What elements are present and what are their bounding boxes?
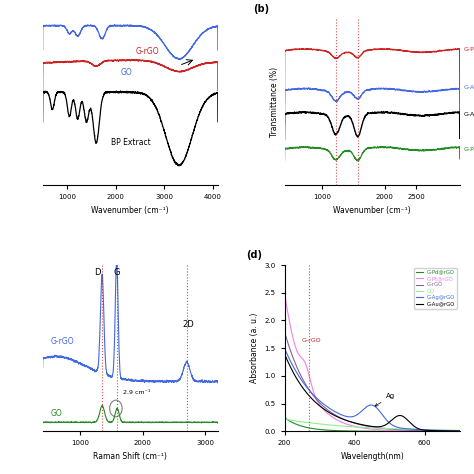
Text: G-Pt@rG: G-Pt@rG bbox=[464, 146, 474, 151]
G-Pd@rGO bbox=[376, 428, 382, 434]
G-Au@rGO bbox=[457, 428, 463, 434]
Line: G-Au@rGO: G-Au@rGO bbox=[284, 354, 460, 431]
G-Pd@rGO bbox=[282, 415, 287, 420]
GO bbox=[376, 425, 382, 431]
G-rGO bbox=[376, 425, 382, 431]
Line: GO: GO bbox=[284, 419, 460, 430]
G-Ag@rGO bbox=[453, 428, 458, 434]
G-Ag@rGO bbox=[376, 408, 382, 414]
G-Ag@rGO bbox=[365, 403, 371, 409]
GO bbox=[386, 426, 392, 431]
Text: G-Au@rG: G-Au@rG bbox=[464, 85, 474, 90]
X-axis label: Raman Shift (cm⁻¹): Raman Shift (cm⁻¹) bbox=[93, 452, 167, 461]
G-Au@rGO bbox=[386, 420, 392, 426]
G-Ag@rGO bbox=[457, 428, 463, 434]
Y-axis label: Transmittance (%): Transmittance (%) bbox=[270, 67, 279, 137]
GO bbox=[366, 425, 372, 430]
X-axis label: Wavenumber (cm⁻¹): Wavenumber (cm⁻¹) bbox=[91, 206, 169, 215]
G-Pt@rGO bbox=[386, 428, 392, 433]
G-rGO bbox=[366, 424, 372, 429]
G-Pt@rGO bbox=[425, 428, 431, 434]
G-Au@rGO bbox=[425, 428, 431, 433]
Legend: G-Pd@rGO, G-Pt@rGO, G-rGO, GO, G-Ag@rGO, G-Au@rGO: G-Pd@rGO, G-Pt@rGO, G-rGO, GO, G-Ag@rGO,… bbox=[414, 268, 457, 309]
G-Pt@rGO bbox=[282, 290, 287, 296]
X-axis label: Wavelength(nm): Wavelength(nm) bbox=[340, 452, 404, 461]
Text: D: D bbox=[94, 268, 101, 277]
G-Pd@rGO bbox=[365, 428, 371, 434]
G-Ag@rGO bbox=[425, 427, 431, 433]
Text: GO: GO bbox=[51, 409, 63, 418]
Text: (b): (b) bbox=[253, 4, 269, 14]
Y-axis label: Absorbance (a. u.): Absorbance (a. u.) bbox=[250, 313, 259, 383]
G-Au@rGO bbox=[366, 423, 372, 429]
G-Au@rGO bbox=[453, 428, 458, 434]
Text: G-rGO: G-rGO bbox=[135, 46, 159, 55]
G-Pd@rGO bbox=[453, 428, 458, 434]
G-Ag@rGO bbox=[282, 346, 287, 351]
Text: 2D: 2D bbox=[182, 320, 194, 329]
G-Ag@rGO bbox=[366, 402, 372, 408]
GO bbox=[365, 425, 371, 430]
Text: G-rGO: G-rGO bbox=[301, 337, 321, 343]
G-rGO bbox=[386, 426, 392, 432]
GO bbox=[282, 416, 287, 422]
Text: Ag: Ag bbox=[375, 393, 395, 406]
Text: G-Ag@rG: G-Ag@rG bbox=[464, 111, 474, 117]
Line: G-Ag@rGO: G-Ag@rGO bbox=[284, 348, 460, 431]
Text: GO: GO bbox=[120, 68, 132, 77]
Line: G-rGO: G-rGO bbox=[284, 332, 460, 431]
Text: G: G bbox=[114, 268, 120, 277]
Text: G-rGO: G-rGO bbox=[51, 337, 74, 346]
G-Pt@rGO bbox=[376, 427, 382, 433]
G-Au@rGO bbox=[365, 423, 371, 428]
Text: BP Extract: BP Extract bbox=[111, 138, 151, 147]
G-rGO bbox=[282, 329, 287, 335]
G-Pd@rGO bbox=[386, 428, 392, 434]
G-rGO bbox=[453, 428, 458, 434]
Text: (d): (d) bbox=[246, 250, 262, 260]
G-Pd@rGO bbox=[425, 428, 431, 434]
GO bbox=[425, 427, 431, 433]
GO bbox=[457, 428, 463, 433]
G-Pt@rGO bbox=[453, 428, 458, 434]
X-axis label: Wavenumber (cm⁻¹): Wavenumber (cm⁻¹) bbox=[333, 206, 411, 215]
G-Pt@rGO bbox=[366, 426, 372, 432]
G-rGO bbox=[457, 428, 463, 434]
Text: G-Pd@rG: G-Pd@rG bbox=[464, 46, 474, 52]
Text: 2.9 cm⁻¹: 2.9 cm⁻¹ bbox=[123, 390, 150, 395]
G-Pt@rGO bbox=[457, 428, 463, 434]
Line: G-Pd@rGO: G-Pd@rGO bbox=[284, 418, 460, 431]
G-Au@rGO bbox=[376, 424, 382, 429]
G-Pd@rGO bbox=[366, 428, 372, 434]
G-rGO bbox=[425, 428, 431, 434]
G-rGO bbox=[365, 423, 371, 429]
Line: G-Pt@rGO: G-Pt@rGO bbox=[284, 293, 460, 431]
G-Pd@rGO bbox=[457, 428, 463, 434]
G-Pt@rGO bbox=[365, 426, 371, 431]
G-Ag@rGO bbox=[386, 419, 392, 425]
G-Au@rGO bbox=[282, 351, 287, 356]
GO bbox=[453, 428, 458, 433]
